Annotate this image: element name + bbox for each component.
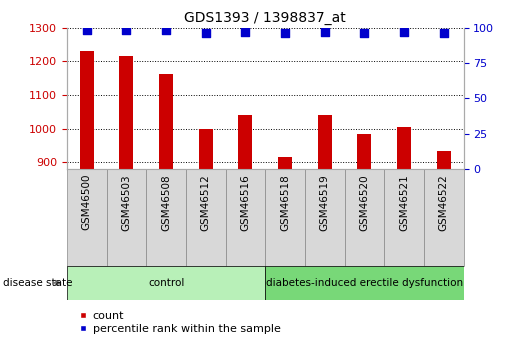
Bar (146, 169, 186, 266)
Text: disease state: disease state (3, 278, 72, 288)
Text: GSM46503: GSM46503 (122, 174, 131, 230)
Point (202, 30, 210, 36)
Bar (80, 50, 94, 169)
Legend: count, percentile rank within the sample: count, percentile rank within the sample (73, 306, 285, 339)
Bar (318, 115, 332, 169)
Bar (199, 129, 213, 169)
Bar (265, 169, 305, 266)
Bar (397, 127, 411, 169)
Text: GSM46522: GSM46522 (439, 174, 449, 230)
Text: control: control (148, 278, 184, 288)
Bar (278, 157, 292, 169)
Bar (226, 169, 265, 266)
Point (162, 28, 170, 33)
Bar (357, 134, 371, 169)
Text: GSM46516: GSM46516 (241, 174, 250, 230)
Bar (424, 169, 464, 266)
Bar (159, 74, 173, 169)
Text: GSM46521: GSM46521 (399, 174, 409, 230)
Point (440, 30, 448, 36)
Text: GSM46520: GSM46520 (359, 174, 369, 230)
Point (360, 30, 369, 36)
Title: GDS1393 / 1398837_at: GDS1393 / 1398837_at (184, 11, 346, 25)
Bar (265, 266, 464, 300)
Point (123, 28, 131, 33)
Text: GSM46512: GSM46512 (201, 174, 211, 230)
Text: GSM46500: GSM46500 (82, 174, 92, 230)
Point (320, 29, 329, 34)
Bar (67, 169, 107, 266)
Bar (437, 150, 451, 169)
Point (400, 29, 408, 34)
Text: GSM46508: GSM46508 (161, 174, 171, 230)
Bar (119, 56, 133, 169)
Bar (305, 169, 345, 266)
Bar (384, 169, 424, 266)
Text: GSM46519: GSM46519 (320, 174, 330, 230)
Bar (238, 115, 252, 169)
Point (82, 28, 91, 33)
Bar (107, 169, 146, 266)
Bar (186, 169, 226, 266)
Point (281, 30, 289, 36)
Bar (67, 266, 265, 300)
Bar (345, 169, 384, 266)
Text: GSM46518: GSM46518 (280, 174, 290, 230)
Text: diabetes-induced erectile dysfunction: diabetes-induced erectile dysfunction (266, 278, 463, 288)
Point (241, 29, 249, 34)
